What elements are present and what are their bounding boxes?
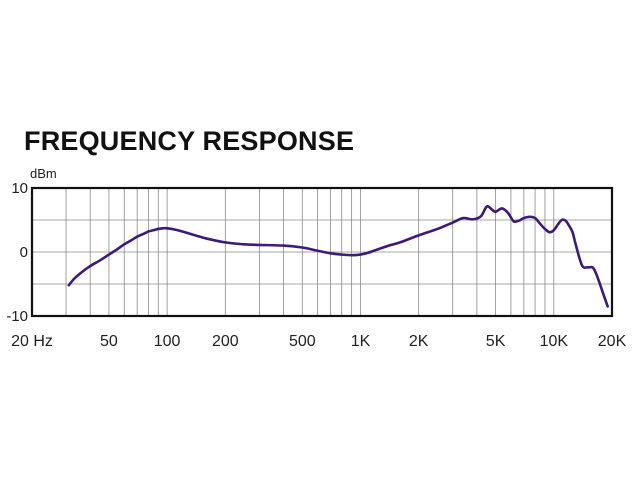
y-axis-label: dBm bbox=[30, 166, 57, 181]
y-tick-label: 0 bbox=[20, 244, 28, 261]
x-tick-label: 500 bbox=[289, 333, 316, 350]
x-tick-label: 1K bbox=[351, 333, 371, 350]
y-tick-label: 10 bbox=[11, 180, 28, 197]
x-tick-label: 5K bbox=[486, 333, 506, 350]
y-tick-labels: 10 0 -10 bbox=[6, 180, 28, 325]
x-tick-label: 50 bbox=[100, 333, 118, 350]
x-tick-label: 20K bbox=[598, 333, 627, 350]
series-line-0 bbox=[67, 205, 609, 308]
series-layer bbox=[67, 205, 609, 308]
chart-title: FREQUENCY RESPONSE bbox=[24, 126, 355, 156]
x-tick-labels: 20 Hz 50 100 200 500 1K 2K 5K 10K 20K bbox=[11, 333, 626, 350]
x-tick-label: 100 bbox=[154, 333, 181, 350]
x-tick-label: 200 bbox=[212, 333, 239, 350]
plot-area-frame bbox=[30, 186, 614, 318]
x-tick-label: 10K bbox=[540, 333, 569, 350]
y-tick-label: -10 bbox=[6, 308, 28, 325]
x-tick-label: 20 Hz bbox=[11, 333, 53, 350]
x-tick-label: 2K bbox=[409, 333, 429, 350]
axis-labels: dBm bbox=[30, 166, 57, 181]
